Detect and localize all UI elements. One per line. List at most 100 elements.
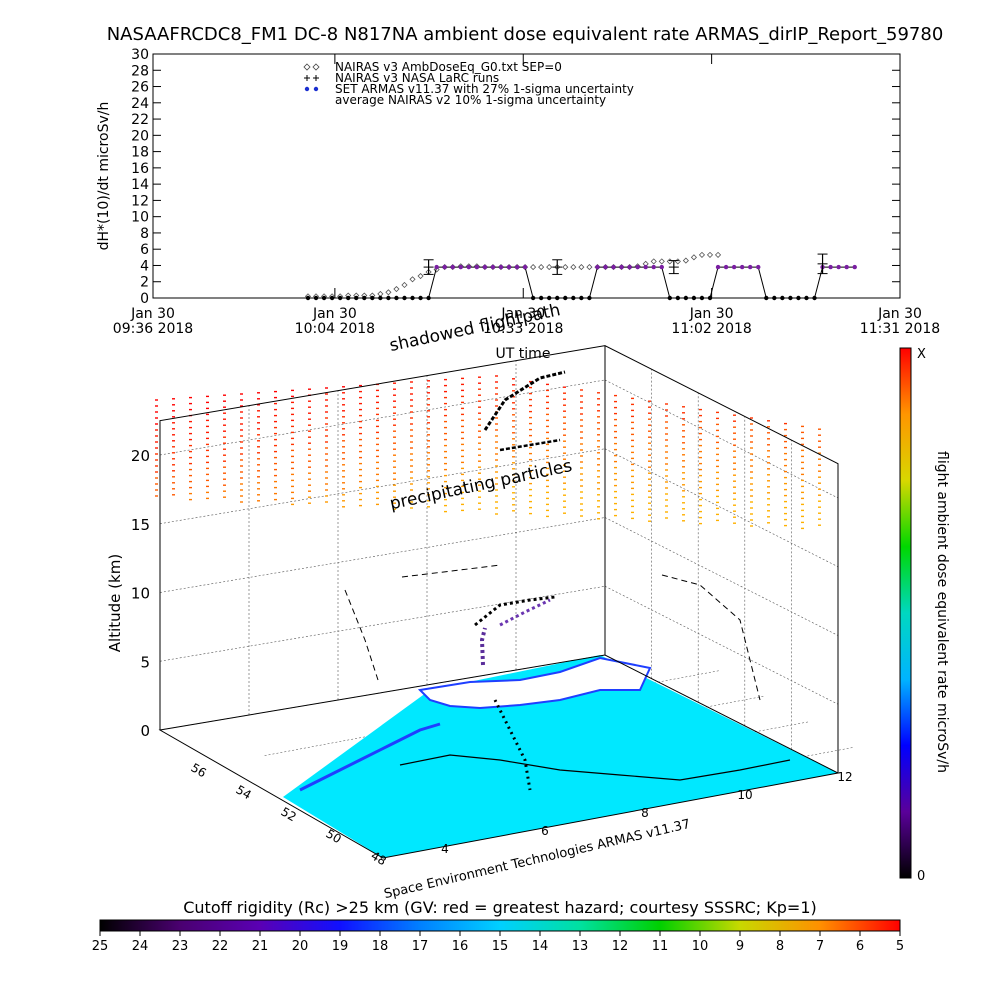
z-axis-label: Altitude (km) bbox=[106, 554, 124, 652]
altitude-grid-line bbox=[159, 585, 606, 662]
map-ocean-fill bbox=[283, 655, 838, 858]
longitude-tick-label: 4 bbox=[441, 842, 449, 856]
y-tick-label: 8 bbox=[140, 226, 149, 242]
armas-point bbox=[836, 264, 841, 270]
legend-plus-icon bbox=[304, 75, 310, 81]
colorbar-tick-label: 19 bbox=[332, 939, 349, 954]
armas-point bbox=[587, 295, 592, 301]
legend-dot-icon bbox=[313, 86, 319, 92]
legend-dot-icon bbox=[304, 86, 310, 92]
x-tick-label-date: Jan 30 bbox=[312, 306, 357, 322]
armas-point bbox=[571, 295, 576, 301]
armas-point bbox=[748, 264, 753, 270]
nairas-diamond-point bbox=[393, 285, 400, 293]
y-tick-label: 18 bbox=[131, 145, 149, 161]
armas-point bbox=[329, 295, 335, 301]
y-tick-label: 26 bbox=[131, 80, 149, 96]
nairas-diamond-point bbox=[698, 251, 706, 258]
armas-point bbox=[595, 264, 600, 270]
armas-point bbox=[466, 264, 471, 270]
colorbar-tick-label: 13 bbox=[572, 939, 589, 954]
flight-track-upper bbox=[499, 438, 561, 452]
armas-point bbox=[474, 264, 480, 270]
nairas-diamond-point bbox=[682, 257, 689, 264]
colorbar-tick-label: 10 bbox=[692, 939, 709, 954]
altitude-tick-label: 0 bbox=[140, 722, 150, 740]
colorbar-tick-label: 7 bbox=[816, 939, 824, 954]
armas-point bbox=[675, 295, 681, 301]
armas-point bbox=[354, 295, 359, 301]
map-land-region bbox=[417, 656, 652, 710]
armas-point bbox=[370, 295, 375, 301]
armas-point bbox=[579, 295, 584, 301]
nairas-diamond-point bbox=[586, 264, 593, 271]
legend-label: SET ARMAS v11.37 with 27% 1-sigma uncert… bbox=[335, 82, 634, 96]
armas-point bbox=[305, 295, 311, 301]
armas-point bbox=[313, 295, 319, 301]
nairas-diamond-point bbox=[658, 258, 665, 265]
latitude-tick-label: 54 bbox=[234, 782, 254, 802]
armas-point bbox=[772, 295, 777, 301]
plot-frame bbox=[152, 53, 901, 299]
colorbar-tick-label: 12 bbox=[612, 939, 629, 954]
armas-point bbox=[715, 264, 721, 270]
armas-point bbox=[450, 264, 455, 270]
armas-point bbox=[442, 264, 447, 270]
armas-point bbox=[547, 295, 552, 301]
armas-point bbox=[764, 295, 769, 301]
armas-point bbox=[378, 295, 383, 301]
armas-point bbox=[707, 295, 713, 301]
colorbar-tick-label: 23 bbox=[172, 939, 189, 954]
altitude-grid-line bbox=[159, 379, 606, 456]
altitude-grid-line bbox=[604, 585, 839, 705]
nairas-diamond-point bbox=[578, 264, 585, 271]
nairas-diamond-point bbox=[530, 264, 537, 271]
armas-point bbox=[402, 295, 407, 301]
colorbar-tick-label: 8 bbox=[776, 939, 784, 954]
nairas-diamond-point bbox=[714, 251, 722, 258]
flight-track bbox=[344, 370, 761, 791]
colorbar-title: Cutoff rigidity (Rc) >25 km (GV: red = g… bbox=[183, 898, 817, 917]
nairas-diamond-point bbox=[546, 264, 553, 271]
y-tick-label: 4 bbox=[140, 258, 149, 274]
precipitating-particles-field bbox=[155, 375, 821, 530]
altitude-grid-line bbox=[159, 448, 606, 525]
nairas-diamond-point bbox=[409, 276, 416, 283]
armas-point bbox=[627, 264, 632, 270]
armas-point bbox=[667, 295, 672, 301]
armas-point bbox=[603, 264, 608, 270]
armas-point bbox=[337, 295, 343, 301]
y-tick-label: 2 bbox=[140, 275, 149, 291]
longitude-tick-label: 8 bbox=[641, 806, 649, 820]
colorbar-tick-label: 17 bbox=[412, 939, 429, 954]
colorbar-label: flight ambient dose equivalent rate micr… bbox=[934, 451, 950, 773]
nairas-diamond-point bbox=[674, 258, 681, 265]
nairas-diamond-point bbox=[666, 258, 673, 265]
longitude-tick-label: 12 bbox=[837, 770, 852, 784]
armas-point bbox=[418, 295, 423, 301]
armas-point bbox=[731, 264, 737, 270]
armas-point bbox=[386, 295, 391, 301]
x-tick-label-date: Jan 30 bbox=[130, 306, 175, 322]
armas-point bbox=[739, 264, 745, 270]
colorbar-max-label: X bbox=[917, 347, 926, 362]
axes-3d: 0 5 10 15 20 48 50 52 54 56 4 6 8 10 12 bbox=[131, 345, 853, 868]
legend-plus-icon bbox=[313, 75, 319, 81]
figure-title: NASAAFRCDC8_FM1 DC-8 N817NA ambient dose… bbox=[107, 24, 944, 45]
shadow-track bbox=[661, 574, 761, 701]
y-tick-label: 28 bbox=[131, 63, 149, 79]
latitude-tick-label: 48 bbox=[369, 848, 389, 868]
nairas-diamond-point bbox=[433, 266, 440, 273]
flight-track-purple bbox=[499, 598, 551, 627]
longitude-tick-label: 10 bbox=[737, 788, 752, 802]
legend-label: NAIRAS v3 NASA LaRC runs bbox=[335, 71, 499, 85]
y-axis-label: dH*(10)/dt microSv/h bbox=[96, 102, 112, 251]
latitude-tick-label: 50 bbox=[324, 826, 344, 846]
x-tick-label-date: Jan 30 bbox=[877, 306, 922, 322]
colorbar-tick-label: 24 bbox=[132, 939, 149, 954]
nairas-diamond-point bbox=[690, 254, 697, 261]
